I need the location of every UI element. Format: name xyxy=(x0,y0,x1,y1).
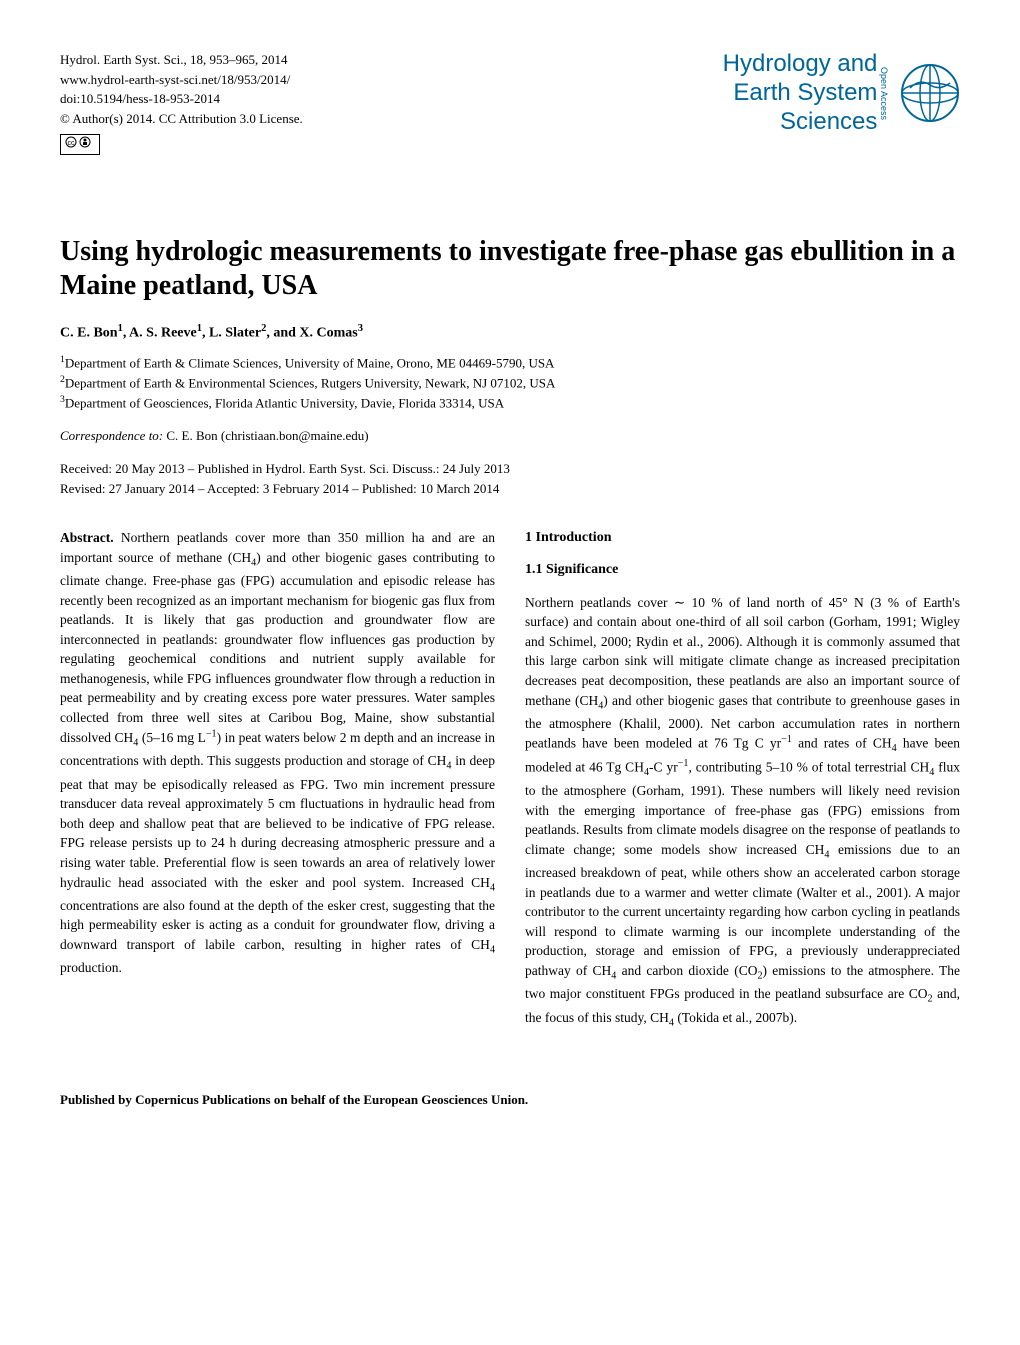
right-column: 1 Introduction 1.1 Significance Northern… xyxy=(525,528,960,1031)
journal-logo-icon xyxy=(900,63,960,123)
correspondence-text: C. E. Bon (christiaan.bon@maine.edu) xyxy=(163,428,368,443)
article-title: Using hydrologic measurements to investi… xyxy=(60,235,960,302)
correspondence: Correspondence to: C. E. Bon (christiaan… xyxy=(60,427,960,445)
citation-line: Hydrol. Earth Syst. Sci., 18, 953–965, 2… xyxy=(60,50,303,70)
footer: Published by Copernicus Publications on … xyxy=(60,1091,960,1109)
body-columns: Abstract. Northern peatlands cover more … xyxy=(60,528,960,1031)
dates-line: Revised: 27 January 2014 – Accepted: 3 F… xyxy=(60,479,960,499)
journal-branding: Hydrology and Earth System Sciences Open… xyxy=(723,50,960,136)
publication-dates: Received: 20 May 2013 – Published in Hyd… xyxy=(60,459,960,498)
open-access-label: Open Access xyxy=(877,67,890,120)
abstract-label: Abstract. xyxy=(60,530,114,545)
abstract-paragraph: Abstract. Northern peatlands cover more … xyxy=(60,528,495,978)
citation-line: doi:10.5194/hess-18-953-2014 xyxy=(60,89,303,109)
citation-line: © Author(s) 2014. CC Attribution 3.0 Lic… xyxy=(60,109,303,129)
correspondence-label: Correspondence to: xyxy=(60,428,163,443)
journal-title-line: Hydrology and xyxy=(723,50,878,77)
citation-line: www.hydrol-earth-syst-sci.net/18/953/201… xyxy=(60,70,303,90)
intro-paragraph: Northern peatlands cover ∼ 10 % of land … xyxy=(525,593,960,1031)
header-row: Hydrol. Earth Syst. Sci., 18, 953–965, 2… xyxy=(60,50,960,155)
left-column: Abstract. Northern peatlands cover more … xyxy=(60,528,495,1031)
affiliation: 3Department of Geosciences, Florida Atla… xyxy=(60,393,960,413)
authors: C. E. Bon1, A. S. Reeve1, L. Slater2, an… xyxy=(60,322,960,343)
section-heading: 1 Introduction xyxy=(525,528,960,548)
affiliation: 1Department of Earth & Climate Sciences,… xyxy=(60,353,960,373)
dates-line: Received: 20 May 2013 – Published in Hyd… xyxy=(60,459,960,479)
citation-block: Hydrol. Earth Syst. Sci., 18, 953–965, 2… xyxy=(60,50,303,155)
journal-title-line: Sciences xyxy=(780,108,877,135)
abstract-text: Northern peatlands cover more than 350 m… xyxy=(60,530,495,975)
svg-text:cc: cc xyxy=(68,140,76,147)
affiliations: 1Department of Earth & Climate Sciences,… xyxy=(60,353,960,412)
affiliation: 2Department of Earth & Environmental Sci… xyxy=(60,373,960,393)
journal-title: Hydrology and Earth System Sciences xyxy=(723,50,878,136)
journal-title-line: Earth System xyxy=(733,79,877,106)
cc-license-icon: cc xyxy=(60,134,100,155)
subsection-heading: 1.1 Significance xyxy=(525,560,960,580)
